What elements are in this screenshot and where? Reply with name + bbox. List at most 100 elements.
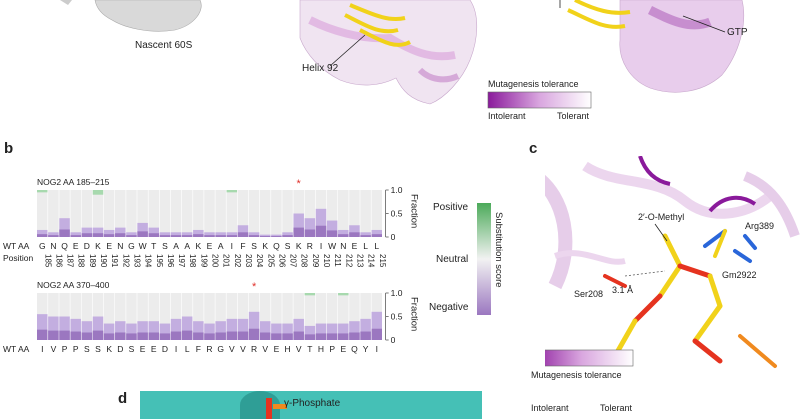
bar-background	[103, 190, 115, 237]
wt-aa-label: P	[62, 344, 68, 354]
bar-negative	[304, 325, 316, 340]
position-label: 189	[88, 254, 97, 268]
position-label: 207	[289, 254, 298, 268]
position-label: 192	[121, 254, 130, 268]
nascent-60s-surface	[94, 0, 202, 32]
bar-background	[204, 190, 215, 237]
bar-negative-strong	[59, 229, 70, 237]
bar-negative-strong	[338, 333, 349, 340]
bar-negative	[260, 321, 271, 340]
bar-background	[70, 190, 81, 237]
wt-aa-label: E	[207, 241, 213, 251]
bar-negative	[103, 229, 115, 237]
bar-negative	[237, 318, 249, 340]
bar-negative-strong	[315, 225, 327, 237]
bar-negative-strong	[271, 236, 282, 237]
bar-negative-strong	[271, 333, 282, 340]
bar-negative-strong	[48, 330, 59, 340]
bar-negative-strong	[204, 235, 215, 237]
wt-aa-label: D	[162, 344, 168, 354]
bar-background	[226, 190, 238, 237]
wt-aa-label: D	[84, 241, 90, 251]
fraction-label: Fraction	[409, 194, 420, 228]
gtp-label: GTP	[727, 27, 748, 38]
nascent-60s-label: Nascent 60S	[135, 40, 193, 51]
bar-negative-strong	[59, 330, 70, 340]
wt-aa-label: S	[285, 241, 291, 251]
bar-negative-strong	[103, 333, 115, 340]
position-label: 194	[144, 254, 153, 268]
bar-negative-strong	[137, 332, 148, 340]
wt-aa-label: L	[374, 241, 379, 251]
legend-negative: Negative	[429, 302, 469, 313]
bar-negative	[159, 232, 171, 237]
tolerance-legend-title-c: Mutagenesis tolerance	[531, 370, 622, 380]
bar-background	[193, 190, 204, 237]
bar-negative-strong	[37, 234, 48, 237]
wt-aa-label: Y	[363, 344, 369, 354]
bar-negative-strong	[159, 235, 171, 237]
bar-background	[115, 293, 126, 340]
bar-negative	[115, 227, 126, 237]
y-tick-label: 1.0	[391, 185, 403, 195]
position-label: 204	[255, 254, 264, 268]
bar-negative-strong	[204, 333, 215, 340]
phosphate-stick	[266, 398, 272, 419]
bar-negative-strong	[170, 331, 182, 340]
position-label: 211	[333, 254, 342, 267]
wt-aa-label: V	[51, 344, 57, 354]
wt-aa-label: E	[140, 344, 146, 354]
wt-aa-label: S	[84, 344, 90, 354]
bar-negative	[293, 213, 304, 237]
wt-aa-label: P	[329, 344, 335, 354]
bar-negative	[115, 321, 126, 340]
bar-negative-strong	[237, 331, 249, 340]
bar-negative	[81, 321, 93, 340]
bar-background	[260, 190, 271, 237]
bar-negative-strong	[215, 235, 226, 237]
bar-background	[226, 293, 238, 340]
bar-background	[271, 190, 282, 237]
position-label: 202	[233, 254, 242, 268]
bar-negative-strong	[70, 331, 81, 340]
position-label: 197	[177, 254, 186, 268]
bar-negative-strong	[81, 233, 93, 237]
tolerance-legend-high-a: Tolerant	[557, 111, 590, 121]
bar-background	[181, 190, 193, 237]
bar-background	[81, 190, 93, 237]
bar-background	[237, 190, 249, 237]
wt-aa-label: K	[296, 241, 302, 251]
wt-aa-label: I	[231, 241, 233, 251]
bar-positive	[226, 190, 238, 193]
bar-background	[338, 190, 349, 237]
bar-positive	[338, 293, 349, 296]
bar-negative	[349, 321, 360, 340]
bar-negative	[326, 323, 338, 340]
bar-negative-strong	[349, 232, 360, 237]
omethyl-label: 2′-O-Methyl	[638, 212, 685, 222]
legend-title: Substitution score	[493, 212, 504, 288]
position-label: 201	[222, 254, 231, 268]
bar-negative	[260, 234, 271, 237]
bar-negative-strong	[137, 231, 148, 237]
bar-background	[103, 293, 115, 340]
helix-92-label: Helix 92	[302, 63, 339, 74]
bar-background	[126, 293, 137, 340]
wt-aa-label: K	[262, 241, 268, 251]
bar-background	[92, 190, 104, 237]
wt-aa-label: R	[251, 344, 257, 354]
bar-negative	[59, 316, 70, 340]
position-label: 209	[311, 254, 320, 268]
wt-aa-label: E	[106, 241, 112, 251]
bar-negative	[181, 316, 193, 340]
position-label: 190	[99, 254, 108, 268]
bar-negative	[159, 323, 171, 340]
wt-aa-label: S	[162, 241, 168, 251]
bar-negative	[204, 232, 215, 237]
position-label: 186	[54, 254, 63, 268]
bar-background	[315, 293, 327, 340]
bar-background	[170, 190, 182, 237]
bar-negative	[204, 323, 215, 340]
bar-background	[137, 293, 148, 340]
bar-negative-strong	[181, 330, 193, 340]
